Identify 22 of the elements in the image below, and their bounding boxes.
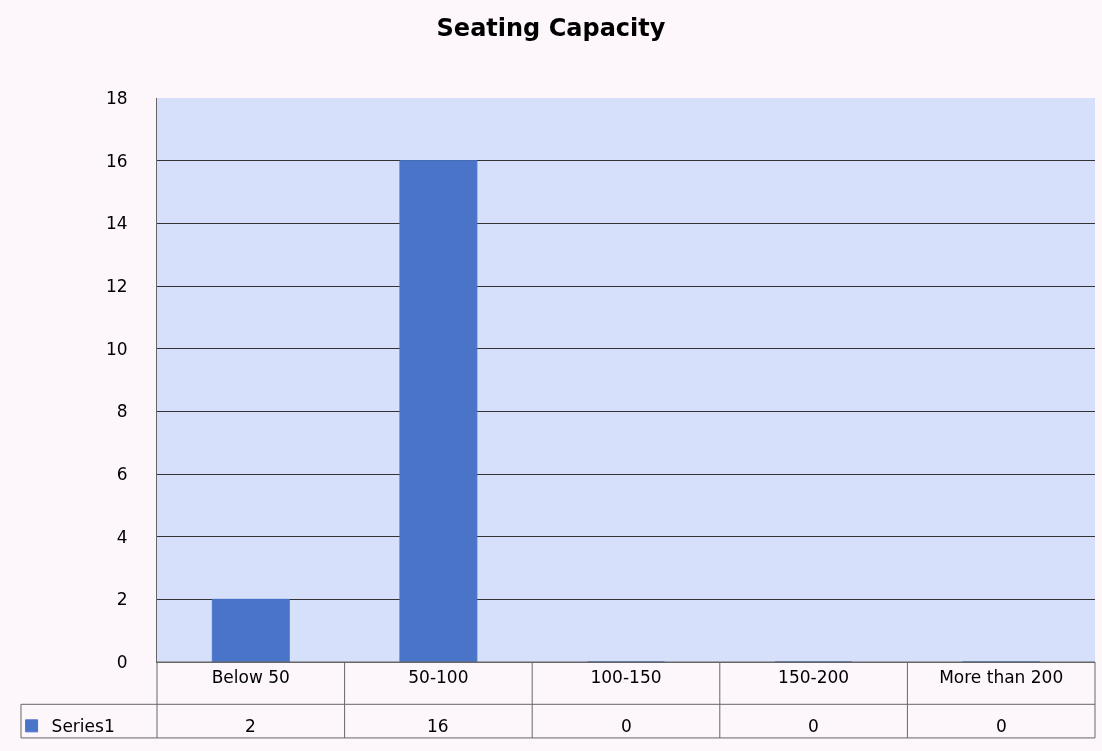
- x-tick-label: 50-100: [408, 667, 469, 688]
- data-label: 16: [427, 716, 449, 736]
- x-tick-label: 150-200: [778, 667, 850, 688]
- chart-title: Seating Capacity: [436, 14, 666, 43]
- y-tick-label: 6: [116, 463, 128, 484]
- data-label: 2: [245, 716, 256, 736]
- data-label: 0: [621, 716, 632, 736]
- data-label: 0: [808, 716, 819, 736]
- x-tick-label: More than 200: [939, 667, 1064, 688]
- y-tick-label: 10: [105, 338, 128, 359]
- data-label: 0: [996, 716, 1007, 736]
- y-tick-label: 8: [116, 401, 128, 422]
- x-tick-label: Below 50: [211, 667, 290, 688]
- y-tick-label: 2: [116, 589, 128, 610]
- y-tick-label: 14: [105, 213, 128, 234]
- y-tick-label: 0: [116, 651, 128, 672]
- y-tick-label: 4: [116, 526, 128, 547]
- y-tick-label: 18: [105, 87, 128, 108]
- legend-label: Series1: [51, 716, 115, 737]
- y-tick-label: 16: [105, 150, 128, 171]
- y-tick-label: 12: [105, 275, 128, 296]
- x-tick-label: 100-150: [590, 667, 662, 688]
